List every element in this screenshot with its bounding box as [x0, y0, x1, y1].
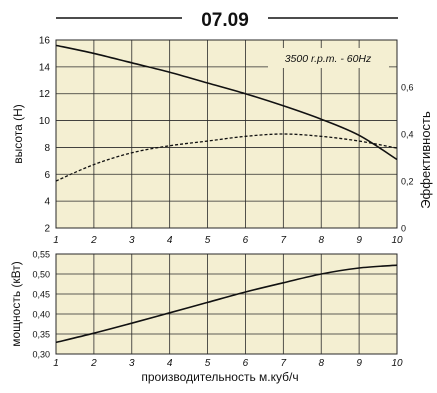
y-tick-label: 0,45	[32, 290, 50, 300]
y-tick-label: 14	[39, 62, 51, 73]
efficiency-curve	[55, 133, 398, 182]
y2-tick-label: 0,6	[401, 83, 414, 93]
x-tick-label: 8	[318, 235, 324, 246]
x-tick-label: 7	[281, 358, 287, 369]
y2-tick-label: 0,2	[401, 177, 414, 187]
y-tick-label: 2	[44, 224, 50, 235]
rpm-annotation: 3500 r.p.m. - 60Hz	[285, 53, 372, 65]
x-tick-label: 5	[205, 358, 211, 369]
x-tick-label: 3	[129, 358, 135, 369]
x-tick-label: 6	[243, 358, 249, 369]
x-tick-label: 1	[53, 235, 59, 246]
x-tick-label: 9	[356, 358, 362, 369]
bottom-y-axis-label: мощность (кВт)	[9, 261, 23, 347]
bottom-y-ticks: 0,30 0,35 0,40 0,45 0,50 0,55	[32, 250, 50, 360]
y-tick-label: 0,55	[32, 250, 50, 260]
top-plot-area	[55, 39, 398, 229]
y-tick-label: 0,50	[32, 270, 50, 280]
x-tick-label: 10	[391, 358, 403, 369]
rpm-annotation-box	[268, 48, 389, 68]
y-tick-label: 16	[39, 36, 51, 47]
y-tick-label: 12	[39, 89, 51, 100]
top-x-ticks: 1 2 3 4 5 6 7 8 9 10	[53, 235, 403, 246]
y2-tick-label: 0	[401, 224, 406, 234]
top-y-axis-label: высота (Н)	[11, 104, 25, 164]
y-tick-label: 0,30	[32, 350, 50, 360]
x-tick-label: 9	[356, 235, 362, 246]
bottom-series	[55, 264, 398, 344]
x-axis-label: производительность м.куб/ч	[141, 370, 298, 384]
x-tick-label: 5	[205, 235, 211, 246]
power-curve	[55, 264, 398, 344]
x-tick-label: 6	[243, 235, 249, 246]
y-tick-label: 8	[44, 143, 50, 154]
top-grid	[55, 39, 398, 229]
y-tick-label: 6	[44, 170, 50, 181]
y-tick-label: 4	[44, 197, 50, 208]
y-tick-label: 0,35	[32, 330, 50, 340]
top-y-ticks: 2 4 6 8 10 12 14 16	[39, 36, 51, 235]
x-tick-label: 4	[167, 358, 173, 369]
x-tick-label: 7	[281, 235, 287, 246]
head-curve	[55, 44, 398, 161]
x-tick-label: 2	[90, 235, 97, 246]
x-tick-label: 1	[53, 358, 59, 369]
y2-tick-label: 0,4	[401, 130, 414, 140]
x-tick-label: 8	[318, 358, 324, 369]
y-tick-label: 0,40	[32, 310, 50, 320]
x-tick-label: 2	[90, 358, 97, 369]
top-series	[55, 44, 398, 182]
top-y2-ticks: 0 0,2 0,4 0,6	[401, 83, 414, 234]
bottom-grid	[55, 253, 398, 355]
bottom-x-ticks: 1 2 3 4 5 6 7 8 9 10	[53, 358, 403, 369]
y-tick-label: 10	[39, 116, 51, 127]
top-y2-axis-label: Эффективность	[418, 111, 433, 209]
x-tick-label: 10	[391, 235, 403, 246]
chart-header-title: 07.09	[201, 10, 249, 31]
x-tick-label: 4	[167, 235, 173, 246]
x-tick-label: 3	[129, 235, 135, 246]
